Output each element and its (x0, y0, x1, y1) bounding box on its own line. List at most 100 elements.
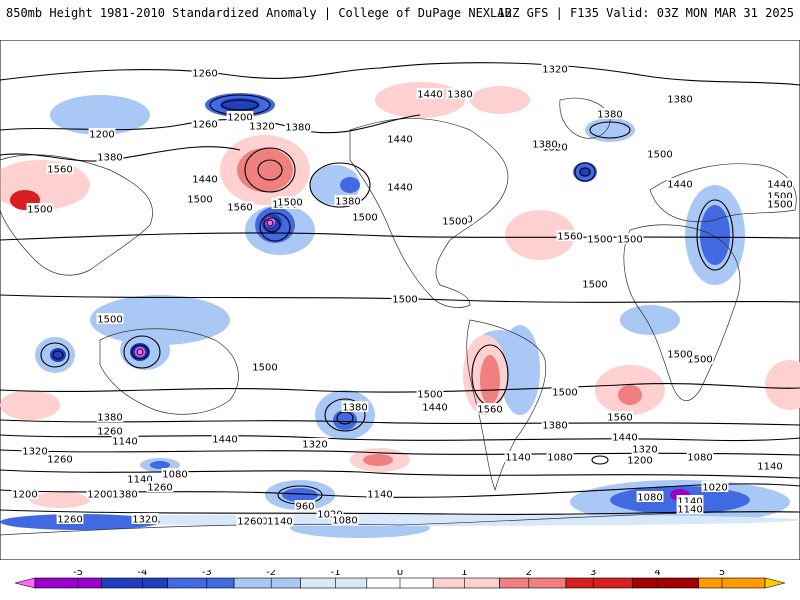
colorbar-cell (167, 577, 235, 589)
contour-label-bg (416, 388, 444, 399)
contour-label-bg (676, 495, 704, 506)
contour-label-bg (26, 203, 54, 214)
closed-contour (309, 162, 371, 208)
anomaly-region (500, 325, 540, 415)
contour-label-bg (111, 488, 139, 499)
contour-label-bg (366, 488, 394, 499)
anomaly-region (340, 177, 360, 193)
contour-label-bg (236, 515, 264, 526)
contour-label: 1020 (702, 483, 727, 494)
height-contour (0, 294, 800, 303)
contour-label: 1320 (249, 122, 274, 133)
contour-label-bg (666, 348, 694, 359)
north-america-coast (349, 118, 509, 308)
anomaly-region (282, 488, 318, 502)
contour-label: 1260 (147, 483, 172, 494)
colorbar-max-arrow (764, 577, 786, 589)
closed-contour (696, 199, 734, 271)
contour-label-bg (131, 513, 159, 524)
contour-label-bg (616, 233, 644, 244)
contour-label-bg (421, 401, 449, 412)
contour-label-bg (126, 473, 154, 484)
height-contour (0, 469, 800, 479)
contour-label: 1140 (127, 475, 152, 486)
closed-contour (131, 344, 149, 360)
contour-label: 1140 (505, 453, 530, 464)
contour-label: 1380 (285, 123, 310, 134)
contour-label-bg (646, 148, 674, 159)
anomaly-region (765, 360, 800, 410)
anomaly-region (470, 86, 530, 114)
contour-label: 1380 (532, 140, 557, 151)
contour-label: 1500 (442, 217, 467, 228)
closed-contour (244, 147, 296, 193)
colorbar-tick-label: -4 (137, 570, 147, 578)
contour-label: 1500 (767, 192, 792, 203)
contour-label-bg (666, 93, 694, 104)
colorbar-cell (631, 577, 699, 589)
anomaly-region (579, 167, 591, 177)
contour-label-bg (351, 211, 379, 222)
colorbar-tick-label: -5 (73, 570, 83, 578)
anomaly-region (220, 98, 260, 112)
closed-contour (579, 167, 591, 177)
contour-label-bg (96, 313, 124, 324)
colorbar-min-arrow (14, 577, 36, 589)
contour-label-bg (111, 435, 139, 446)
contour-label-bg (596, 108, 624, 119)
contour-label-bg (546, 451, 574, 462)
contour-label: 1500 (252, 363, 277, 374)
contour-label: 1080 (637, 493, 662, 504)
contour-label: 1500 (277, 198, 302, 209)
header-bar: 850mb Height 1981-2010 Standardized Anom… (0, 0, 800, 34)
contour-label-bg (46, 453, 74, 464)
contour-label: 1320 (22, 447, 47, 458)
contour-label: 1140 (677, 497, 702, 508)
contour-label: 1500 (767, 200, 792, 211)
contour-label: 1260 (192, 69, 217, 80)
closed-contour (324, 398, 366, 432)
contour-label-bg (88, 128, 116, 139)
contour-label: 1500 (582, 280, 607, 291)
contour-label: 1500 (552, 388, 577, 399)
closed-contour (263, 217, 281, 233)
contour-label-bg (756, 460, 784, 471)
contour-label: 1380 (667, 95, 692, 106)
contour-label: 1200 (89, 130, 114, 141)
closed-contour (589, 121, 631, 139)
colorbar-cell (300, 577, 368, 589)
contour-label-bg (96, 151, 124, 162)
contour-label: 1380 (342, 403, 367, 414)
colorbar-tick-label: 2 (526, 570, 532, 578)
map-title: 850mb Height 1981-2010 Standardized Anom… (6, 6, 512, 20)
contour-label-bg (316, 508, 344, 519)
colorbar-tick-label: 5 (719, 570, 725, 578)
contour-label-bg (86, 488, 114, 499)
contour-label-bg (446, 88, 474, 99)
contour-label: 1500 (97, 315, 122, 326)
contour-label-bg (676, 503, 704, 514)
contour-label: 1140 (757, 462, 782, 473)
europe-coast (649, 163, 797, 223)
contour-label-bg (386, 133, 414, 144)
anomaly-region (480, 355, 500, 405)
anomaly-region (0, 514, 800, 526)
colorbar-ticks: -5 -4 -3 -2 -1 0 1 2 3 4 5 (73, 570, 725, 588)
anomaly-region (90, 295, 230, 345)
closed-contour (136, 348, 144, 356)
contour-label: 1080 (547, 453, 572, 464)
contour-label-bg (301, 438, 329, 449)
anomaly-region (237, 148, 293, 192)
anomaly-region (700, 205, 730, 265)
contour-label: 1140 (367, 490, 392, 501)
contour-label: 1260 (237, 517, 262, 528)
colorbar-cell (499, 577, 567, 589)
contour-label: 1140 (677, 505, 702, 516)
contour-label: 1200 (227, 113, 252, 124)
contour-label: 1500 (617, 235, 642, 246)
contour-label-bg (341, 401, 369, 412)
contour-label: 1020 (317, 510, 342, 521)
contour-label-bg (551, 386, 579, 397)
